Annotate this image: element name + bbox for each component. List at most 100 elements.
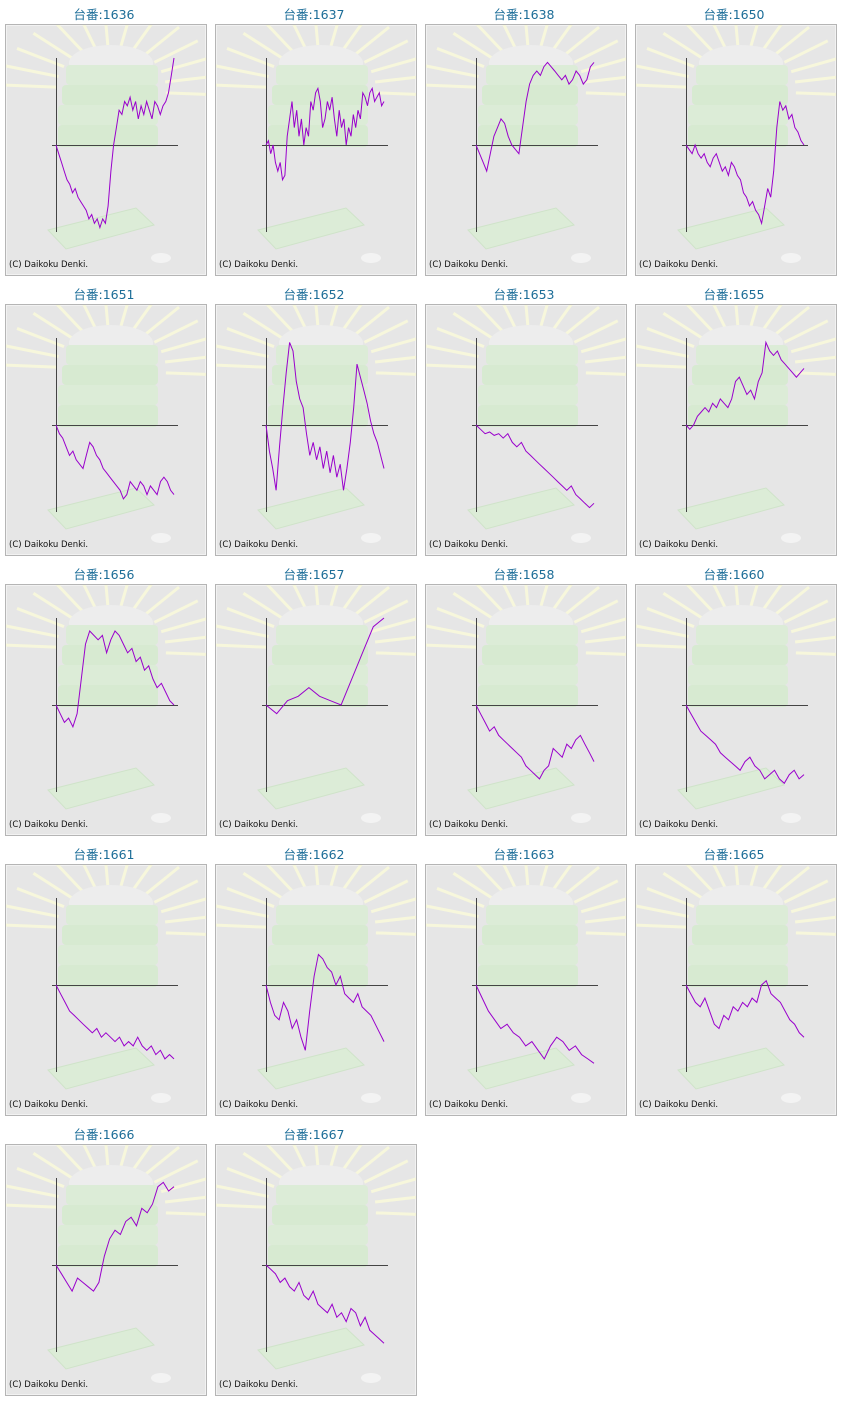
background-ray — [370, 57, 416, 74]
coin — [151, 1373, 171, 1383]
background-ray — [762, 305, 783, 330]
tray-layer — [58, 405, 158, 427]
chart-title[interactable]: 台番:1636 — [73, 7, 135, 22]
background-ray — [502, 865, 517, 888]
background-ray — [774, 305, 810, 336]
tray-layer — [482, 645, 578, 665]
coin-tray — [257, 1327, 365, 1370]
background-ray — [749, 25, 759, 47]
coin-tray — [257, 767, 365, 810]
chart-panel: (C) Daikoku Denki. — [215, 584, 417, 836]
background-ray — [329, 305, 339, 327]
background-ray — [342, 865, 363, 890]
chart-cell: 台番:1650 (C) Daikoku Denki. — [632, 2, 837, 280]
chart-title[interactable]: 台番:1652 — [283, 287, 345, 302]
tray-layer — [688, 965, 788, 987]
background-ray — [539, 865, 549, 887]
coin-tray — [677, 767, 785, 810]
coin — [361, 253, 381, 263]
background-ray — [712, 25, 727, 48]
background-ray — [712, 585, 727, 608]
tray-layer — [478, 405, 578, 427]
chart-title[interactable]: 台番:1637 — [283, 7, 345, 22]
background-ray — [475, 585, 504, 613]
background-ray — [426, 904, 479, 918]
background-ray — [774, 25, 810, 56]
background-ray — [119, 1145, 129, 1167]
chart-title[interactable]: 台番:1661 — [73, 847, 135, 862]
chart-title[interactable]: 台番:1655 — [703, 287, 765, 302]
copyright-label: (C) Daikoku Denki. — [219, 540, 299, 550]
background-ray — [160, 1177, 206, 1194]
background-ray — [564, 305, 600, 336]
coin — [781, 1093, 801, 1103]
chart-title[interactable]: 台番:1666 — [73, 1127, 135, 1142]
chart-title[interactable]: 台番:1660 — [703, 567, 765, 582]
coin — [571, 533, 591, 543]
background-ray — [6, 64, 59, 78]
background-ray — [82, 865, 97, 888]
chart-title[interactable]: 台番:1667 — [283, 1127, 345, 1142]
background-ray — [216, 1203, 267, 1209]
background-ray — [762, 585, 783, 610]
background-ray — [794, 355, 836, 364]
background-ray — [153, 319, 199, 344]
background-art — [216, 865, 416, 1103]
background-ray — [104, 865, 110, 886]
background-ray — [132, 585, 153, 610]
chart-title[interactable]: 台番:1651 — [73, 287, 135, 302]
chart-title[interactable]: 台番:1658 — [493, 567, 555, 582]
tray-layer — [478, 685, 578, 707]
chart-title[interactable]: 台番:1638 — [493, 7, 555, 22]
tray-layer — [478, 665, 578, 685]
background-ray — [584, 635, 626, 644]
chart-title[interactable]: 台番:1653 — [493, 287, 555, 302]
tray-layer — [66, 1185, 158, 1205]
coin-tray — [467, 487, 575, 530]
payout-line — [475, 984, 595, 1064]
tray-layer — [268, 665, 368, 685]
background-ray — [712, 305, 727, 328]
background-ray — [164, 355, 206, 364]
background-ray — [573, 879, 619, 904]
chart-title[interactable]: 台番:1657 — [283, 567, 345, 582]
background-ray — [216, 344, 269, 358]
background-ray — [242, 872, 284, 900]
background-ray — [6, 1203, 57, 1209]
chart-svg — [426, 585, 626, 823]
background-ray — [795, 931, 836, 936]
tray-layer — [688, 665, 788, 685]
background-ray — [375, 91, 416, 96]
chart-title[interactable]: 台番:1662 — [283, 847, 345, 862]
coin — [781, 253, 801, 263]
chart-svg — [6, 25, 206, 263]
chart-cell: 台番:1652 (C) Daikoku Denki. — [212, 282, 417, 560]
chart-panel: (C) Daikoku Denki. — [215, 1144, 417, 1396]
chart-title[interactable]: 台番:1656 — [73, 567, 135, 582]
tray-layer — [272, 1205, 368, 1225]
background-ray — [475, 865, 504, 893]
chart-cell: 台番:1637 (C) Daikoku Denki. — [212, 2, 417, 280]
chart-title[interactable]: 台番:1663 — [493, 847, 555, 862]
background-ray — [426, 64, 479, 78]
coin — [571, 253, 591, 263]
background-ray — [524, 585, 530, 606]
background-ray — [636, 83, 687, 89]
copyright-label: (C) Daikoku Denki. — [9, 820, 89, 830]
background-ray — [374, 635, 416, 644]
background-ray — [132, 865, 153, 890]
chart-title[interactable]: 台番:1665 — [703, 847, 765, 862]
tray-layer — [478, 385, 578, 405]
background-ray — [426, 923, 477, 929]
background-art — [6, 865, 206, 1103]
background-ray — [314, 25, 320, 46]
background-ray — [165, 91, 206, 96]
background-ray — [374, 355, 416, 364]
background-ray — [104, 305, 110, 326]
background-ray — [564, 865, 600, 896]
background-ray — [636, 64, 689, 78]
background-art — [426, 865, 626, 1103]
background-ray — [164, 915, 206, 924]
background-ray — [354, 305, 390, 336]
chart-title[interactable]: 台番:1650 — [703, 7, 765, 22]
